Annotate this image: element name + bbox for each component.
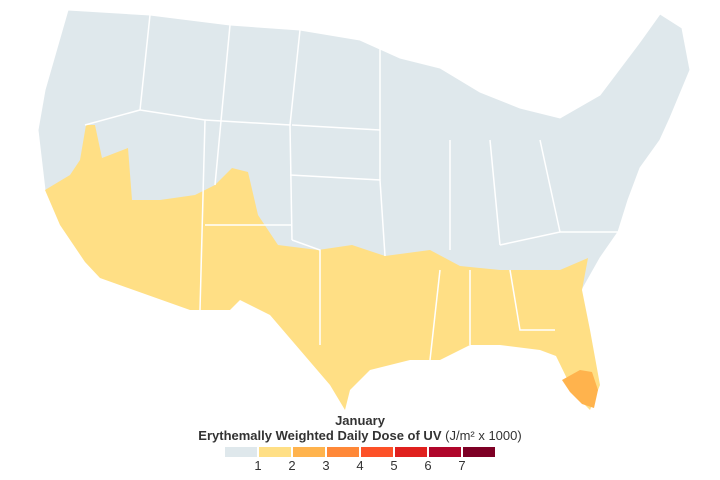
legend-label-6: 6: [424, 458, 432, 473]
legend-label-4: 4: [356, 458, 364, 473]
legend-swatch-5: [395, 447, 427, 457]
legend-swatch-2: [293, 447, 325, 457]
map-month-title: January: [335, 413, 385, 428]
legend-label-7: 7: [458, 458, 466, 473]
state-borders: [84, 14, 618, 361]
legend-swatch-7: [463, 447, 495, 457]
legend-swatch-4: [361, 447, 393, 457]
legend-swatch-1: [259, 447, 291, 457]
legend-swatch-6: [429, 447, 461, 457]
legend-label-1: 1: [254, 458, 262, 473]
legend-label-3: 3: [322, 458, 330, 473]
legend-label-5: 5: [390, 458, 398, 473]
legend-title-text: Erythemally Weighted Daily Dose of UV: [198, 428, 442, 443]
uv-level-2-region: [45, 125, 600, 410]
legend-label-2: 2: [288, 458, 296, 473]
legend-color-scale: [225, 447, 495, 457]
legend-swatch-3: [327, 447, 359, 457]
uv-level-3-region: [562, 370, 598, 408]
legend-title: Erythemally Weighted Daily Dose of UV (J…: [0, 428, 720, 443]
legend-swatch-0: [225, 447, 257, 457]
legend-unit: (J/m² x 1000): [445, 428, 522, 443]
